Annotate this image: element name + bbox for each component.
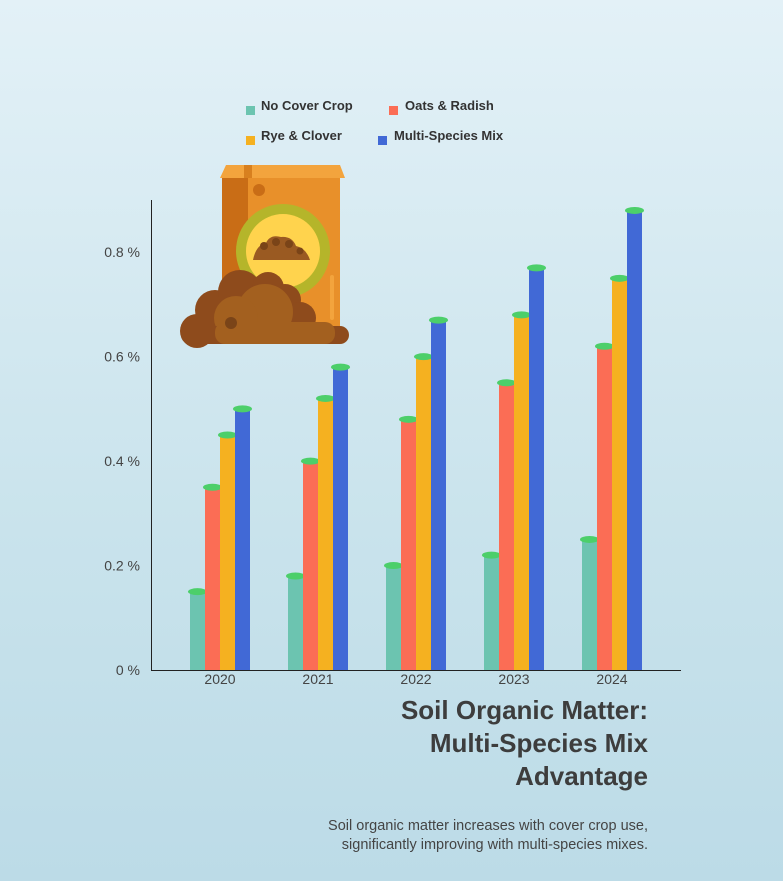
x-tick-label: 2021 (302, 671, 333, 687)
bar-cap (301, 457, 320, 465)
bar-2021-multi-species-mix (333, 367, 348, 670)
bar-cap (414, 353, 433, 361)
x-tick-label: 2020 (204, 671, 235, 687)
bar-2024-oats-radish (597, 346, 612, 670)
title-line: Advantage (515, 761, 648, 791)
chart-subtitle: Soil organic matter increases with cover… (168, 817, 648, 855)
bar-cap (331, 363, 350, 371)
bars (188, 206, 644, 670)
y-tick-label: 0.8 % (104, 244, 140, 260)
bar-cap (316, 394, 335, 402)
bar-2022-rye-clover (416, 356, 431, 670)
bar-cap (527, 264, 546, 272)
bar-2023-oats-radish (499, 382, 514, 670)
legend-swatch (246, 136, 255, 145)
bar-cap (482, 551, 501, 559)
bar-cap (218, 431, 237, 439)
x-tick-label: 2024 (596, 671, 627, 687)
legend-label: No Cover Crop (261, 98, 353, 113)
title-line: Soil Organic Matter: (400, 695, 648, 725)
bar-cap (595, 342, 614, 350)
subtitle-line: significantly improving with multi-speci… (341, 837, 648, 853)
y-tick-label: 0 % (116, 662, 140, 678)
bar-2020-no-cover-crop (190, 591, 205, 670)
bar-2023-multi-species-mix (529, 267, 544, 670)
legend-swatch (378, 136, 387, 145)
subtitle-line: Soil organic matter increases with cover… (328, 818, 648, 834)
bar-cap (233, 405, 252, 413)
bar-2022-no-cover-crop (386, 565, 401, 670)
x-tick-label: 2023 (498, 671, 529, 687)
bar-2022-oats-radish (401, 419, 416, 670)
bar-cap (580, 535, 599, 543)
bar-cap (286, 572, 305, 580)
legend-label: Multi-Species Mix (394, 128, 504, 143)
y-tick-label: 0.4 % (104, 453, 140, 469)
bar-2021-rye-clover (318, 398, 333, 670)
bar-cap (625, 206, 644, 214)
bar-cap (399, 415, 418, 423)
bar-2020-rye-clover (220, 435, 235, 670)
bar-cap (512, 311, 531, 319)
legend-label: Oats & Radish (405, 98, 494, 113)
legend: No Cover Crop Oats & Radish Rye & Clover… (246, 98, 504, 145)
x-tick-labels: 2020 2021 2022 2023 2024 (204, 671, 627, 687)
bar-2023-no-cover-crop (484, 555, 499, 670)
legend-swatch (246, 106, 255, 115)
bar-2024-no-cover-crop (582, 539, 597, 670)
bar-2021-no-cover-crop (288, 576, 303, 670)
bar-cap (429, 316, 448, 324)
bar-cap (610, 274, 629, 282)
bar-cap (497, 379, 516, 387)
legend-item-multi-species-mix[interactable]: Multi-Species Mix (378, 128, 504, 145)
legend-item-no-cover-crop[interactable]: No Cover Crop (246, 98, 353, 115)
bar-cap (384, 562, 403, 570)
x-tick-label: 2022 (400, 671, 431, 687)
bar-2024-multi-species-mix (627, 210, 642, 670)
legend-swatch (389, 106, 398, 115)
legend-item-oats-radish[interactable]: Oats & Radish (389, 98, 494, 115)
bar-2021-oats-radish (303, 461, 318, 670)
legend-item-rye-clover[interactable]: Rye & Clover (246, 128, 342, 145)
bar-2023-rye-clover (514, 314, 529, 670)
bar-2024-rye-clover (612, 278, 627, 670)
chart-title: Soil Organic Matter: Multi-Species Mix A… (228, 694, 648, 793)
legend-label: Rye & Clover (261, 128, 342, 143)
bar-2020-oats-radish (205, 487, 220, 670)
bar-2022-multi-species-mix (431, 320, 446, 670)
y-tick-label: 0.2 % (104, 558, 140, 574)
bar-cap (188, 588, 207, 596)
y-tick-label: 0.6 % (104, 349, 140, 365)
bar-cap (203, 483, 222, 491)
bar-2020-multi-species-mix (235, 408, 250, 670)
y-tick-labels: 0 % 0.2 % 0.4 % 0.6 % 0.8 % (104, 244, 140, 678)
title-line: Multi-Species Mix (429, 728, 648, 758)
soil-bag-icon (180, 165, 349, 348)
